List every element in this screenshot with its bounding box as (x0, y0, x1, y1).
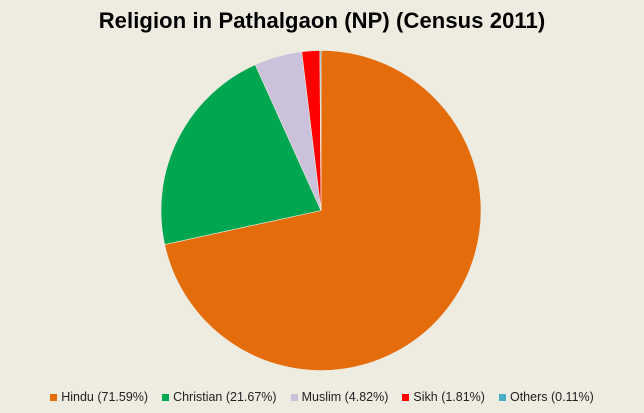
legend-item-christian: Christian (21.67%) (162, 390, 277, 404)
pie-slice-hindu (164, 50, 482, 371)
legend-label: Sikh (1.81%) (413, 390, 485, 404)
legend-label: Christian (21.67%) (173, 390, 277, 404)
legend-item-muslim: Muslim (4.82%) (290, 390, 389, 404)
chart-title: Religion in Pathalgaon (NP) (Census 2011… (98, 8, 546, 33)
pie-slice-others (319, 50, 322, 211)
legend-label: Hindu (71.59%) (61, 390, 149, 404)
pie-slice-christian (160, 64, 322, 245)
legend-item-others: Others (0.11%) (498, 390, 594, 404)
legend-label: Muslim (4.82%) (301, 390, 389, 404)
legend-label: Others (0.11%) (509, 390, 594, 404)
legend-swatch-icon (290, 393, 298, 401)
legend-swatch-icon (498, 393, 506, 401)
legend-swatch-icon (50, 393, 58, 401)
legend-swatch-icon (402, 393, 410, 401)
legend-item-sikh: Sikh (1.81%) (402, 390, 485, 404)
legend-swatch-icon (162, 393, 170, 401)
legend-item-hindu: Hindu (71.59%) (50, 390, 148, 404)
chart-legend: Hindu (71.59%) Christian (21.67%) Muslim… (0, 390, 644, 404)
